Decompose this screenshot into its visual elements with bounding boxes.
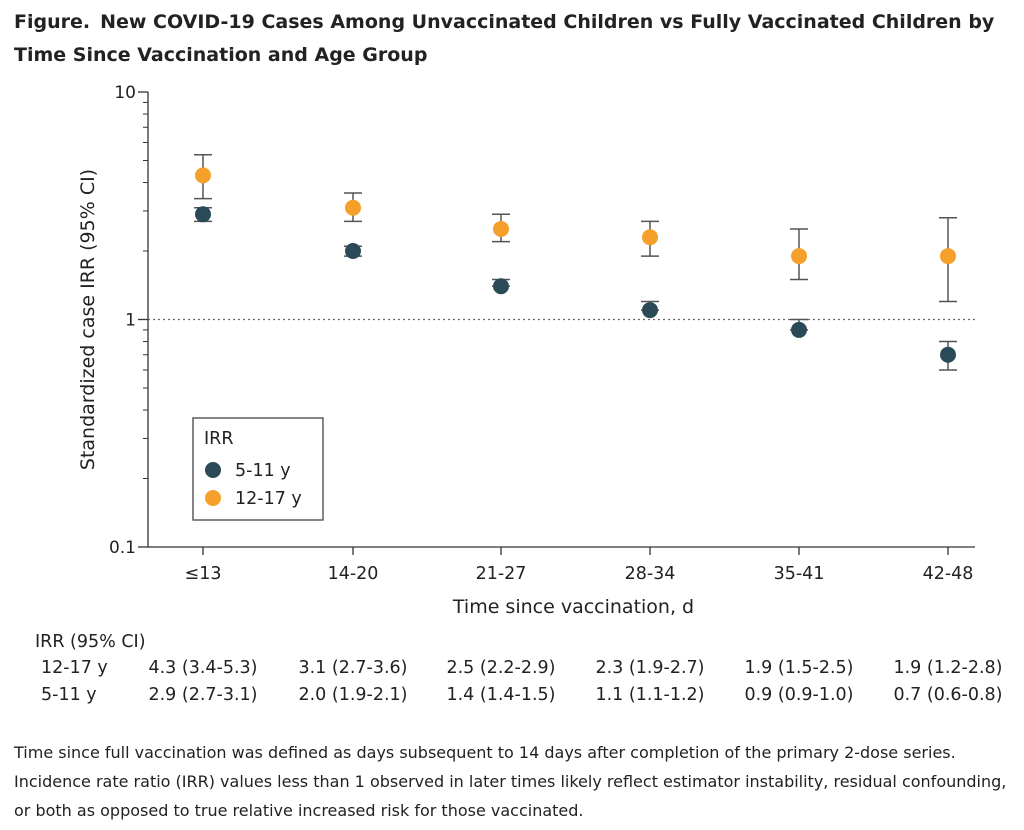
figure-note: Time since full vaccination was defined … [14, 743, 1007, 820]
y-tick-label: 10 [114, 83, 136, 103]
figure-title-text: New COVID-19 Cases Among Unvaccinated Ch… [14, 11, 995, 66]
y-tick-label: 0.1 [109, 538, 136, 558]
row-label: 5-11 y [41, 685, 97, 705]
table-cell: 0.7 (0.6-0.8) [893, 685, 1003, 705]
table-cell: 2.3 (1.9-2.7) [595, 658, 705, 678]
x-tick-label: 35-41 [774, 564, 825, 584]
data-point [791, 321, 807, 338]
legend-label: 5-11 y [235, 461, 291, 481]
data-point [195, 167, 211, 184]
chart: 0.1 1 10 ≤13 14-20 21-27 28-34 35-41 42-48 Time s… [77, 83, 975, 618]
row-label: 12-17 y [41, 658, 108, 678]
data-point [345, 243, 361, 260]
legend-marker [205, 462, 221, 478]
data-point [642, 229, 658, 246]
figure-title: Figure. New COVID-19 Cases Among Unvaccin… [14, 6, 1014, 72]
data-point [195, 206, 211, 223]
table-cell: 0.9 (0.9-1.0) [744, 685, 854, 705]
table-cell: 3.1 (2.7-3.6) [298, 658, 408, 678]
data-point [940, 248, 956, 265]
table-row: 5-11 y 2.9 (2.7-3.1) 2.0 (1.9-2.1) 1.4 (… [0, 685, 1024, 711]
y-tick-label: 1 [125, 311, 136, 331]
table-cell: 1.4 (1.4-1.5) [446, 685, 556, 705]
data-point [940, 346, 956, 363]
table-cell: 2.5 (2.2-2.9) [446, 658, 556, 678]
table-cell: 2.0 (1.9-2.1) [298, 685, 408, 705]
x-tick-label: 42-48 [923, 564, 974, 584]
figure-label: Figure. [14, 11, 91, 33]
table-cell: 1.9 (1.2-2.8) [893, 658, 1003, 678]
legend-label: 12-17 y [235, 489, 302, 509]
x-tick-label: ≤13 [185, 564, 222, 584]
data-point [493, 220, 509, 237]
x-tick-label: 21-27 [476, 564, 527, 584]
x-axis-title: Time since vaccination, d [452, 596, 694, 618]
table-cell: 1.1 (1.1-1.2) [595, 685, 705, 705]
data-point [493, 278, 509, 295]
data-point [791, 248, 807, 265]
y-axis-title: Standardized case IRR (95% CI) [77, 169, 99, 470]
x-tick-label: 28-34 [625, 564, 676, 584]
data-point [642, 302, 658, 319]
x-tick-label: 14-20 [328, 564, 379, 584]
legend-marker [205, 490, 221, 506]
table-cell: 1.9 (1.5-2.5) [744, 658, 854, 678]
legend-title: IRR [204, 429, 233, 449]
table-cell: 4.3 (3.4-5.3) [148, 658, 258, 678]
data-point [345, 199, 361, 216]
table-cell: 2.9 (2.7-3.1) [148, 685, 258, 705]
table-row: 12-17 y 4.3 (3.4-5.3) 3.1 (2.7-3.6) 2.5 … [0, 658, 1024, 684]
table-header: IRR (95% CI) [35, 632, 146, 652]
